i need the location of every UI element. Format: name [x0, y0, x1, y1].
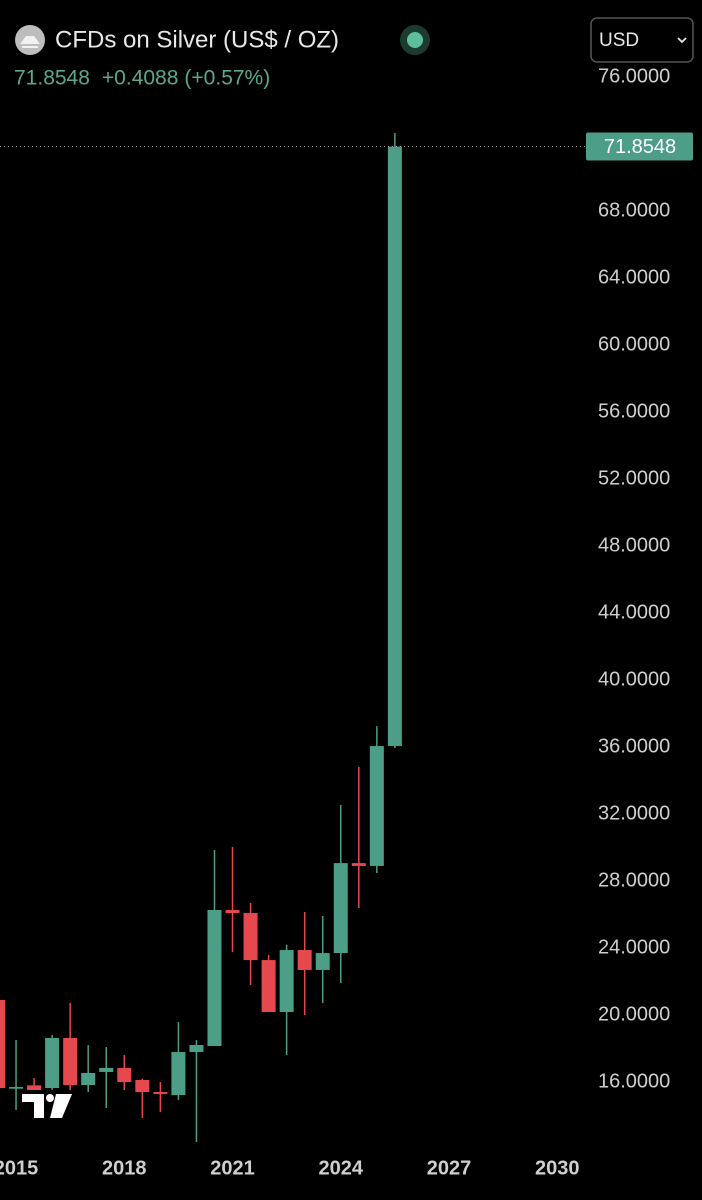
candle-body: [351, 863, 366, 866]
candle-body: [225, 910, 240, 914]
candle-body: [99, 1067, 114, 1072]
dropdown-label[interactable]: USD: [599, 30, 639, 51]
candle-body: [333, 863, 348, 954]
y-tick-label: 24.0000: [598, 936, 670, 958]
y-tick-label: 64.0000: [598, 266, 670, 288]
candle-body: [81, 1072, 96, 1086]
last-price: 71.8548: [14, 67, 90, 90]
candle-body: [261, 960, 276, 1013]
y-tick-label: 44.0000: [598, 601, 670, 623]
y-tick-label: 68.0000: [598, 199, 670, 221]
last-price-label: 71.8548: [604, 136, 676, 158]
x-tick-label: 2021: [210, 1157, 255, 1179]
candle-body: [279, 950, 294, 1013]
y-tick-label: 40.0000: [598, 668, 670, 690]
y-tick-label: 60.0000: [598, 333, 670, 355]
y-tick-label: 16.0000: [598, 1070, 670, 1092]
x-tick-label: 2015: [0, 1157, 38, 1179]
last-price-tag: [586, 132, 693, 161]
y-tick-label: 28.0000: [598, 869, 670, 891]
currency-dropdown[interactable]: USD: [590, 17, 694, 63]
status-dot: [407, 32, 423, 48]
y-tick-label: 20.0000: [598, 1003, 670, 1025]
candle-body: [297, 950, 312, 970]
candle-body: [153, 1092, 168, 1095]
x-tick-label: 2024: [319, 1157, 364, 1179]
x-tick-label: 2030: [535, 1157, 580, 1179]
y-tick-label: 52.0000: [598, 467, 670, 489]
y-tick-label: 56.0000: [598, 400, 670, 422]
y-tick-label: 32.0000: [598, 802, 670, 824]
tradingview-logo: [18, 1090, 76, 1124]
candle-body: [27, 1085, 42, 1091]
y-tick-label: 48.0000: [598, 534, 670, 556]
candle-body: [0, 999, 5, 1089]
price-change-percent: (+0.57%): [184, 67, 270, 90]
candle-body: [207, 910, 222, 1046]
dropdown-chevron: [677, 37, 687, 44]
y-tick-label: 36.0000: [598, 735, 670, 757]
candle-body: [171, 1052, 186, 1096]
candle-body: [63, 1037, 78, 1086]
dropdown-box[interactable]: [590, 17, 694, 63]
candle-body: [315, 953, 330, 970]
candle-body: [387, 146, 402, 747]
chart-title: CFDs on Silver (US$ / OZ): [55, 26, 339, 53]
plot-area: 16.0000 20.0000 24.0000 28.0000 32.0000 36.00…: [0, 65, 693, 1179]
candle-body: [45, 1037, 60, 1089]
candle-body: [135, 1079, 150, 1093]
x-tick-label: 2018: [102, 1157, 147, 1179]
symbol-icon: [15, 25, 45, 55]
candle-body: [9, 1087, 24, 1089]
x-tick-label: 2027: [427, 1157, 472, 1179]
candle-body: [117, 1067, 132, 1083]
price-change: +0.4088: [102, 67, 179, 90]
candle-body: [189, 1044, 204, 1053]
candle-body: [243, 913, 258, 961]
y-tick-label: 76.0000: [598, 65, 670, 87]
candle-body: [369, 746, 384, 866]
